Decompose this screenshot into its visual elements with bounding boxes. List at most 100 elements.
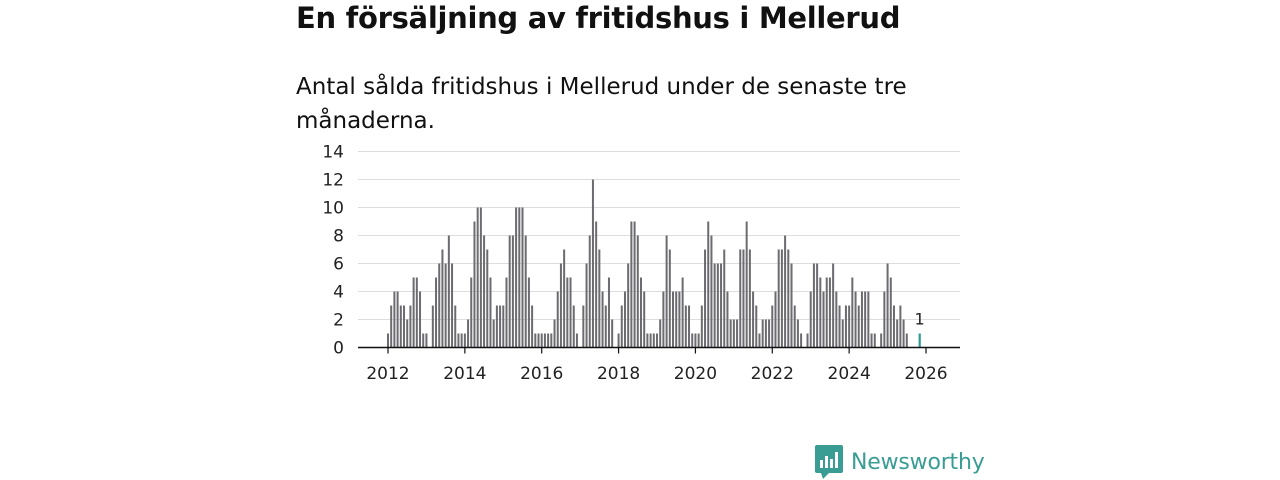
bars <box>386 179 921 348</box>
bar <box>662 291 665 348</box>
bar <box>537 333 540 348</box>
bar <box>854 291 857 348</box>
bar <box>768 319 771 348</box>
bar <box>870 333 873 348</box>
bar <box>832 263 835 348</box>
bar <box>486 249 489 348</box>
bar <box>700 305 703 348</box>
chart-subtitle: Antal sålda fritidshus i Mellerud under … <box>296 74 907 134</box>
bar <box>867 291 870 348</box>
bar <box>892 305 895 348</box>
bar <box>585 263 588 348</box>
bar <box>435 277 438 348</box>
bar <box>636 235 639 348</box>
bar <box>822 291 825 348</box>
bar <box>540 333 543 348</box>
bar <box>732 319 735 348</box>
bar <box>652 333 655 348</box>
bar <box>694 333 697 348</box>
bar <box>393 291 396 348</box>
bar <box>531 305 534 348</box>
bar <box>896 319 899 348</box>
chart-title: En försäljning av fritidshus i Mellerud <box>296 1 901 35</box>
bar <box>460 333 463 348</box>
bar <box>607 277 610 348</box>
bar <box>473 221 476 348</box>
bar <box>499 305 502 348</box>
bar-highlight <box>918 333 921 348</box>
bar <box>899 305 902 348</box>
x-tick-label: 2020 <box>674 364 717 384</box>
bar <box>787 249 790 348</box>
bar <box>800 333 803 348</box>
bar <box>386 333 390 348</box>
bar <box>422 333 425 348</box>
bar <box>521 207 524 348</box>
bar <box>559 263 562 348</box>
bar <box>713 263 716 348</box>
bar <box>774 291 777 348</box>
bar <box>431 305 434 348</box>
bar <box>399 305 402 348</box>
bar <box>857 305 860 348</box>
bar <box>415 277 418 348</box>
bar <box>390 305 393 348</box>
bar <box>591 179 594 348</box>
bar <box>639 277 642 348</box>
bar <box>630 221 633 348</box>
bar <box>729 319 732 348</box>
bar <box>611 319 614 348</box>
x-axis-labels: 2012 2014 2016 2018 2020 2022 2024 2026 <box>366 347 948 384</box>
bar <box>720 263 723 348</box>
newsworthy-logo-text: Newsworthy <box>851 449 985 475</box>
bar <box>860 291 863 348</box>
bar <box>828 277 831 348</box>
bar <box>467 319 470 348</box>
bar <box>425 333 428 348</box>
bar <box>604 305 607 348</box>
latest-value-label: 1 <box>915 310 925 329</box>
x-tick-label: 2012 <box>366 364 409 384</box>
bar <box>745 221 748 348</box>
bar <box>451 263 454 348</box>
bar <box>905 333 908 348</box>
bar <box>396 291 399 348</box>
bar <box>793 305 796 348</box>
bar <box>620 305 623 348</box>
y-tick-label: 10 <box>322 199 344 219</box>
x-tick-label: 2018 <box>597 364 640 384</box>
bar <box>902 319 905 348</box>
bar <box>543 333 546 348</box>
bar <box>835 291 838 348</box>
bar <box>668 249 671 348</box>
bar <box>665 235 668 348</box>
y-tick-label: 4 <box>333 283 344 303</box>
bar <box>848 305 851 348</box>
bar <box>595 221 598 348</box>
bar <box>505 277 508 348</box>
bar <box>841 319 844 348</box>
bar <box>646 333 649 348</box>
bar <box>780 249 783 348</box>
bar <box>736 319 739 348</box>
bar <box>723 249 726 348</box>
bar <box>566 277 569 348</box>
bar <box>582 305 585 348</box>
bar <box>553 319 556 348</box>
bar <box>697 333 700 348</box>
bar <box>649 333 652 348</box>
x-tick-label: 2014 <box>443 364 486 384</box>
bar <box>752 291 755 348</box>
bar <box>889 277 892 348</box>
bar <box>406 319 409 348</box>
bar <box>601 291 604 348</box>
bar <box>470 277 473 348</box>
y-axis-labels: 0 2 4 6 8 10 12 14 <box>322 143 344 359</box>
bar <box>454 305 457 348</box>
y-tick-label: 14 <box>322 143 344 163</box>
bar <box>819 277 822 348</box>
bar <box>403 305 406 348</box>
x-tick-label: 2022 <box>751 364 794 384</box>
bar <box>489 277 492 348</box>
bar <box>880 333 883 348</box>
